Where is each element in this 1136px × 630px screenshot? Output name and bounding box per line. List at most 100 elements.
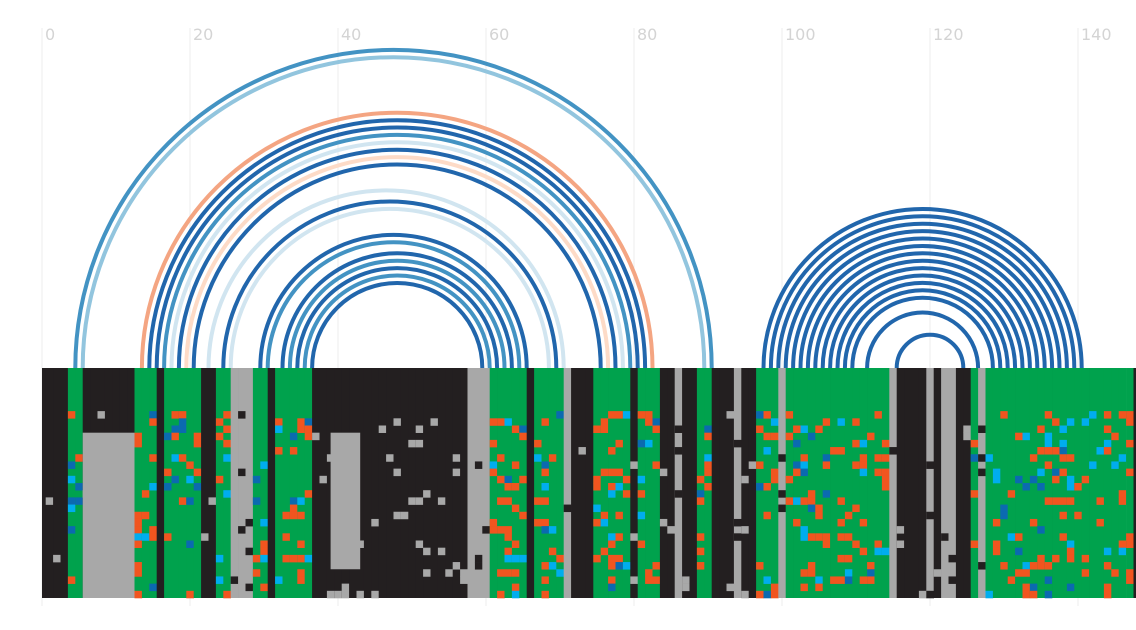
alignment-cell: [178, 411, 187, 419]
alignment-cell: [548, 562, 557, 570]
alignment-cell: [970, 454, 979, 462]
alignment-cell: [815, 576, 823, 584]
alignment-cell: [452, 454, 461, 462]
alignment-cell: [1103, 439, 1112, 448]
alignment-cell: [393, 418, 402, 426]
alignment-column: [800, 368, 809, 598]
alignment-column: [896, 368, 905, 598]
alignment-cell: [186, 497, 194, 505]
alignment-cell: [844, 511, 853, 520]
base-pair-arc: [828, 273, 1018, 369]
alignment-cell: [215, 475, 224, 484]
alignment-column: [652, 368, 661, 598]
alignment-cell: [1066, 497, 1075, 505]
alignment-cell: [1044, 497, 1053, 505]
alignment-cell: [778, 490, 786, 498]
alignment-cell: [741, 475, 749, 484]
alignment-cell: [415, 497, 424, 505]
alignment-cell: [186, 461, 194, 469]
alignment-cell: [1044, 439, 1053, 448]
alignment-cell: [1052, 475, 1060, 484]
alignment-cell: [511, 554, 520, 563]
alignment-column: [201, 368, 209, 598]
alignment-cell: [75, 483, 83, 491]
alignment-cell: [489, 518, 498, 527]
alignment-column: [400, 368, 409, 598]
alignment-cell: [452, 562, 461, 570]
alignment-column: [859, 368, 868, 598]
alignment-cell: [1074, 483, 1082, 491]
alignment-cell: [1066, 418, 1075, 426]
alignment-cell: [1126, 569, 1134, 577]
alignment-cell: [1089, 461, 1097, 469]
alignment-cell: [615, 483, 624, 491]
alignment-cell: [371, 518, 379, 527]
alignment-cell: [289, 497, 298, 505]
alignment-cell: [1052, 447, 1060, 455]
alignment-cell: [659, 468, 668, 477]
alignment-cell: [807, 569, 816, 577]
alignment-cell: [815, 583, 823, 592]
alignment-cell: [682, 583, 690, 592]
alignment-cell: [652, 461, 661, 469]
alignment-cell: [511, 504, 520, 513]
alignment-column: [45, 368, 54, 598]
base-pair-arc: [776, 221, 1069, 369]
alignment-cell: [215, 432, 224, 441]
alignment-column: [452, 368, 461, 598]
alignment-cell: [756, 590, 764, 599]
alignment-cell: [1118, 411, 1127, 419]
alignment-cell: [178, 418, 187, 426]
alignment-cell: [992, 547, 1001, 556]
alignment-cell: [645, 439, 653, 448]
alignment-cell: [741, 526, 749, 534]
alignment-cell: [504, 418, 513, 426]
alignment-cell: [1103, 590, 1112, 599]
alignment-column: [682, 368, 690, 598]
alignment-cell: [297, 554, 305, 563]
alignment-cell: [134, 569, 143, 577]
x-tick-label: 80: [637, 25, 657, 44]
alignment-cell: [859, 576, 868, 584]
alignment-cell: [770, 432, 779, 441]
alignment-column: [970, 368, 979, 598]
alignment-cell: [297, 425, 305, 433]
alignment-cell: [778, 454, 786, 462]
base-pair-arc: [805, 251, 1040, 369]
alignment-cell: [1052, 418, 1060, 426]
alignment-cell: [608, 583, 616, 592]
alignment-column: [1118, 368, 1127, 598]
alignment-cell: [608, 490, 616, 498]
alignment-cell: [149, 411, 157, 419]
alignment-cell: [948, 576, 957, 584]
alignment-cell: [1118, 547, 1127, 556]
alignment-cell: [1037, 526, 1045, 534]
alignment-column: [415, 368, 424, 598]
alignment-cell: [134, 562, 143, 570]
alignment-cell: [859, 461, 868, 469]
alignment-cell: [171, 411, 180, 419]
alignment-cell: [874, 468, 883, 477]
alignment-cell: [223, 411, 231, 419]
alignment-column: [474, 368, 483, 598]
alignment-cell: [1000, 504, 1008, 513]
alignment-cell: [400, 511, 409, 520]
alignment-cell: [933, 569, 942, 577]
alignment-column: [978, 368, 986, 598]
alignment-cell: [489, 526, 498, 534]
alignment-cell: [482, 526, 490, 534]
alignment-cell: [511, 425, 520, 433]
alignment-cell: [630, 533, 638, 541]
base-pair-arc: [258, 232, 529, 369]
alignment-cell: [1096, 447, 1105, 455]
alignment-cell: [785, 432, 794, 441]
alignment-cell: [867, 562, 875, 570]
alignment-cell: [859, 439, 868, 448]
alignment-cell: [674, 490, 683, 498]
alignment-cell: [556, 411, 564, 419]
alignment-cell: [859, 547, 868, 556]
alignment-cell: [1044, 432, 1053, 441]
alignment-cell: [260, 583, 268, 592]
alignment-cell: [1118, 540, 1127, 548]
alignment-cell: [415, 540, 424, 548]
